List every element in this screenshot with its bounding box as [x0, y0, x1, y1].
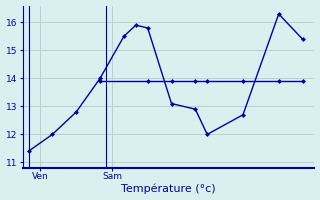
- X-axis label: Température (°c): Température (°c): [121, 184, 216, 194]
